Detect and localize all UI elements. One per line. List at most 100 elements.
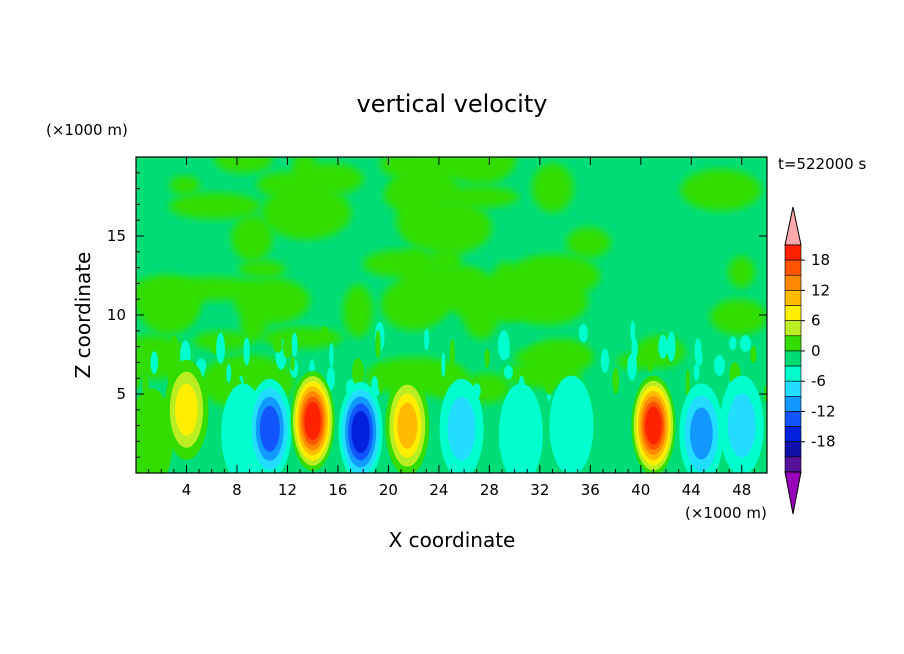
- x-tick-label: 28: [480, 481, 499, 499]
- x-axis-ticks: 4 8 12 16 20 24 28 32 36 40 44 48: [148, 157, 755, 499]
- green-patch: [363, 249, 439, 278]
- plume-streak: [578, 323, 588, 343]
- colorbar-band: [784, 441, 802, 458]
- plume-streak: [713, 355, 725, 376]
- colorbar-band: [784, 396, 802, 412]
- plume-streak: [170, 335, 179, 359]
- plume-streak: [216, 332, 225, 364]
- plume-streak: [750, 346, 757, 364]
- colorbar-top-triangle: [784, 206, 802, 246]
- colorbar-band: [784, 259, 802, 276]
- x-tick-label: 20: [379, 481, 398, 499]
- velocity-cell: [259, 405, 280, 452]
- x-tick-label: 4: [182, 481, 192, 499]
- colorbar-band: [784, 380, 802, 397]
- green-patch: [531, 163, 574, 213]
- velocity-cell: [498, 383, 543, 473]
- green-patch: [364, 357, 463, 396]
- green-patch: [514, 346, 590, 369]
- plume-streak: [600, 348, 610, 373]
- y-tick-label: 10: [107, 306, 126, 324]
- green-patch: [169, 175, 200, 195]
- plume-streak: [329, 342, 334, 368]
- plume-streak: [739, 335, 752, 352]
- plume-streak: [243, 337, 250, 366]
- colorbar-band: [784, 320, 802, 337]
- plume-streak: [441, 352, 446, 378]
- velocity-cell: [304, 401, 321, 441]
- green-patch: [728, 256, 755, 288]
- velocity-cell: [136, 388, 174, 473]
- green-patch: [407, 266, 499, 312]
- chart-title: vertical velocity: [357, 90, 548, 118]
- green-patch: [261, 184, 352, 240]
- colorbar-label: 18: [811, 251, 830, 269]
- velocity-cell: [175, 383, 198, 436]
- plume-streak: [764, 384, 767, 402]
- colorbar-band: [784, 274, 802, 291]
- plume-streak: [291, 332, 298, 357]
- colorbar-bottom-triangle: [784, 471, 802, 515]
- green-patch: [507, 277, 589, 325]
- x-tick-label: 48: [732, 481, 751, 499]
- plume-streak: [497, 330, 510, 361]
- plume-streak: [290, 356, 295, 371]
- velocity-cell: [645, 406, 662, 445]
- y-unit-label: (×1000 m): [46, 121, 128, 139]
- plume-streak: [685, 369, 690, 398]
- plume-streak: [694, 338, 702, 365]
- y-axis-ticks: 5 10 15: [107, 172, 767, 458]
- x-tick-label: 8: [232, 481, 242, 499]
- colorbar-band: [784, 305, 802, 321]
- colorbar-label: 6: [811, 312, 821, 330]
- green-patch: [566, 227, 611, 258]
- plume-streak: [273, 336, 283, 353]
- colorbar: 18 12 6 0 -6 -12 -18: [784, 206, 836, 515]
- time-label: t=522000 s: [778, 155, 866, 173]
- plume-streak: [627, 353, 637, 381]
- plume-streak: [226, 363, 232, 383]
- plume-streak: [326, 366, 336, 391]
- plume-streak: [282, 338, 292, 359]
- plume-streak: [136, 359, 141, 389]
- x-tick-label: 44: [682, 481, 701, 499]
- plume-streak: [352, 357, 364, 387]
- x-tick-label: 32: [530, 481, 549, 499]
- y-axis-label: Z coordinate: [71, 252, 95, 379]
- green-patch: [293, 162, 364, 195]
- colorbar-label: 0: [811, 342, 821, 360]
- velocity-cell: [690, 407, 713, 460]
- plume-streak: [375, 330, 381, 358]
- plume-streak: [647, 344, 654, 373]
- green-patch: [138, 278, 199, 335]
- plume-streak: [320, 326, 329, 342]
- y-tick-label: 5: [116, 385, 126, 403]
- plume-streak: [449, 338, 455, 370]
- green-patch: [443, 157, 517, 184]
- plume-streak: [729, 336, 737, 351]
- green-patch: [238, 260, 287, 278]
- y-tick-label: 15: [107, 227, 126, 245]
- colorbar-label: 12: [811, 281, 830, 299]
- colorbar-band: [784, 411, 802, 427]
- colorbar-band: [784, 365, 802, 382]
- velocity-cells: [136, 359, 764, 473]
- velocity-cell: [447, 396, 476, 461]
- green-patch: [408, 201, 492, 254]
- velocity-cell: [351, 410, 370, 454]
- x-tick-label: 40: [631, 481, 650, 499]
- green-patch: [231, 215, 273, 261]
- green-patch: [710, 299, 767, 335]
- velocity-cell: [549, 375, 594, 473]
- colorbar-band: [784, 350, 802, 367]
- plume-streak: [612, 367, 620, 394]
- green-patch: [680, 169, 762, 211]
- colorbar-label: -12: [811, 402, 836, 420]
- x-tick-label: 16: [328, 481, 347, 499]
- plot-area: [136, 157, 767, 473]
- colorbar-label: -18: [811, 433, 836, 451]
- plume-streak: [371, 376, 379, 394]
- colorbar-band: [784, 426, 802, 443]
- colorbar-band: [784, 244, 802, 261]
